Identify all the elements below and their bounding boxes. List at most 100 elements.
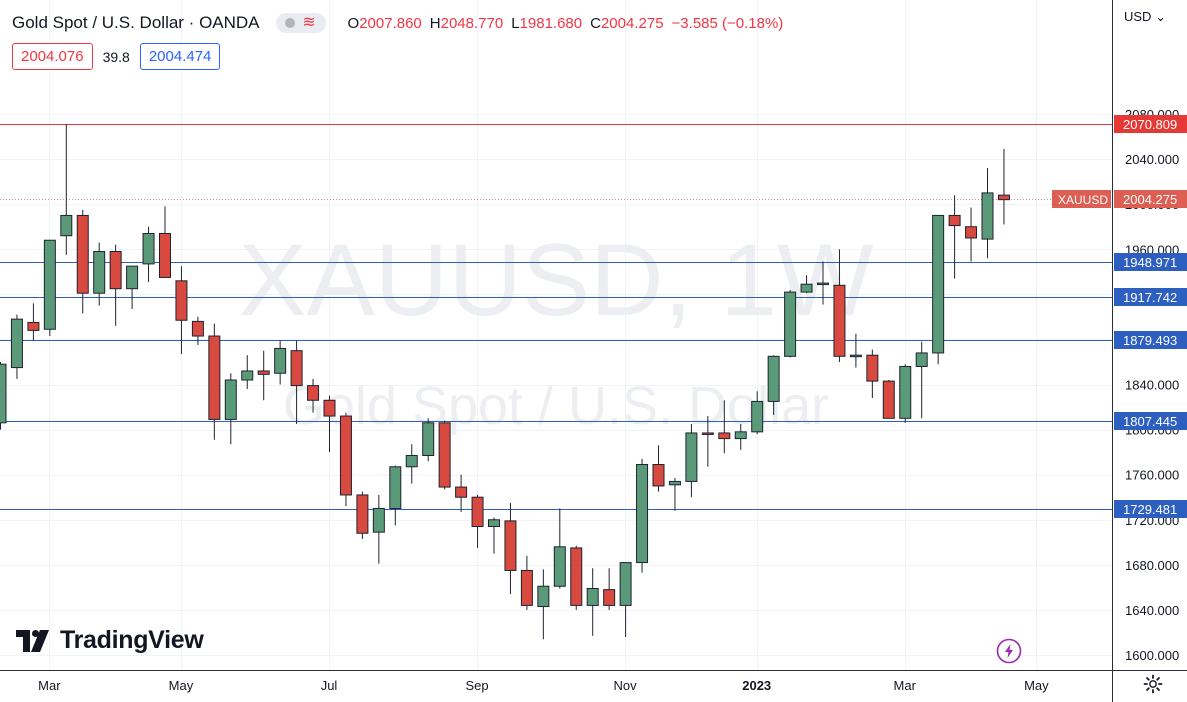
candle-down [471,496,484,528]
candle-up [899,365,912,419]
candle-up [537,585,550,608]
y-tick-label: 2040.000 [1125,152,1179,167]
candle-up [488,519,500,528]
candle-down [290,350,303,387]
candle-up [734,431,747,440]
tradingview-logo-icon [16,629,49,652]
indicator-toggle[interactable]: ≋ [275,13,326,33]
gear-icon[interactable] [1143,674,1163,694]
candle-down [257,370,270,375]
candle-down [603,589,616,606]
candle-up [93,251,106,294]
x-tick-label: Sep [465,678,488,693]
candle-up [422,422,435,457]
price-label-box [1114,331,1187,349]
candle-down [455,486,468,498]
candle-up [849,354,862,358]
candle-up [619,562,632,606]
tradingview-logo-text: TradingView [60,626,204,654]
y-tick-label: 1680.000 [1125,558,1179,573]
price-label-text: 1948.971 [1123,255,1177,270]
low-label: L [511,14,520,32]
currency-label: USD [1124,9,1152,24]
x-tick-label: Nov [614,678,638,693]
watermark: XAUUSD, 1W Gold Spot / U.S. Dollar [239,223,874,436]
candle-down [701,432,714,435]
candle-down [208,335,221,420]
candle-up [126,265,139,290]
sell-button[interactable]: 2004.076 [12,43,93,70]
candle-up [60,214,73,237]
candles [0,124,1010,640]
x-tick-label: 2023 [742,678,771,693]
candle-down [356,494,369,534]
y-tick-label: 1640.000 [1125,603,1179,618]
candle-down [504,520,517,571]
candle-down [323,399,336,417]
candle-up [586,588,599,606]
close-value: 2004.275 [600,14,664,32]
open-label: O [347,14,360,32]
candle-down [175,280,188,321]
candle-down [307,385,320,401]
candle-up [817,282,829,286]
buy-button[interactable]: 2004.474 [139,43,221,70]
trade-panel: 2004.076 39.8 2004.474 [12,43,221,70]
price-label-box [1114,500,1187,518]
y-tick-label: 1600.000 [1125,648,1179,663]
candle-down [76,214,89,294]
candle-up [142,232,155,265]
y-tick-label: 1760.000 [1125,468,1179,483]
candle-down [339,415,352,496]
candle-down [191,320,204,337]
candle-up [685,432,698,482]
tradingview-logo[interactable]: TradingView [16,626,204,655]
candle-down [109,251,122,290]
candle-up [274,347,287,374]
candle-up [10,318,23,369]
wave-icon: ≋ [302,14,316,31]
candle-down [570,547,583,606]
last-price-text: 2004.275 [1123,192,1177,207]
x-tick-label: May [169,678,194,693]
chevron-down-icon: ⌄ [1155,9,1166,24]
low-value: 1981.680 [519,14,583,32]
price-label-box [1114,253,1187,271]
flash-icon[interactable] [996,638,1022,664]
candle-up [636,464,649,564]
candle-down [866,354,879,382]
last-price-box [1114,190,1187,208]
candle-down [718,432,731,440]
candle-up [800,283,813,293]
candle-up [767,355,780,402]
spread-value: 39.8 [102,48,130,65]
price-label-box [1114,115,1187,133]
candle-down [833,284,846,357]
symbol-tag-box [1052,190,1111,208]
candle-down [948,214,961,227]
candle-down [965,226,978,239]
candle-up [932,214,945,354]
x-tick-label: Mar [38,678,61,693]
candle-up [405,455,418,468]
x-tick-label: Mar [894,678,917,693]
watermark-symbol: XAUUSD, 1W [239,223,874,337]
watermark-name: Gold Spot / U.S. Dollar [283,376,829,436]
price-label-text: 1807.445 [1123,414,1177,429]
candle-up [224,379,237,420]
price-label-box [1114,412,1187,430]
candle-down [438,422,451,488]
price-label-text: 1917.742 [1123,290,1177,305]
candle-down [27,322,40,331]
candle-up [389,466,402,509]
x-tick-label: Jul [321,678,338,693]
symbol-title[interactable]: Gold Spot / U.S. Dollar · OANDA [12,13,260,32]
high-label: H [429,14,441,32]
candle-up [43,239,56,330]
symbol-tag-text: XAUUSD [1058,193,1108,207]
candle-down [882,380,895,419]
candle-up [668,480,681,486]
currency-selector[interactable]: USD ⌄ [1124,9,1166,25]
candle-up [241,370,254,381]
